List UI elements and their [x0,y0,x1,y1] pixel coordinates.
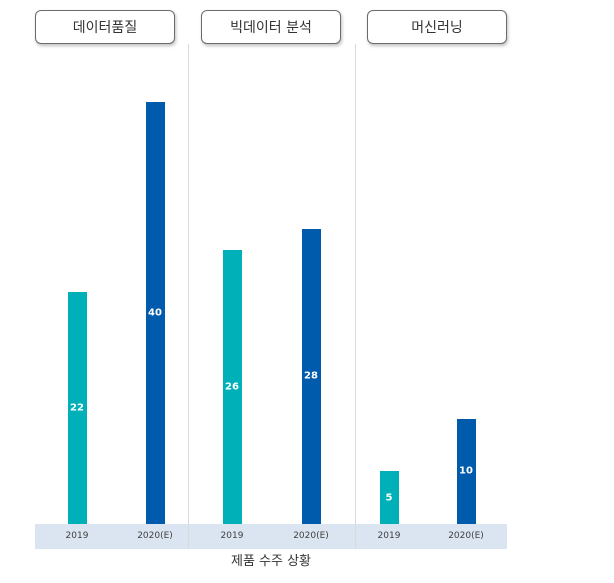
bar-data-quality-2020e [145,102,165,524]
bar-machine-learning-2020e [456,418,476,524]
x-tick-label: 2019 [377,531,401,541]
bar-machine-learning-2019 [379,471,399,524]
bar-value-label: 28 [304,370,318,382]
bar-data-quality-2019 [67,291,87,524]
bar-value-label: 26 [225,381,239,393]
x-tick-label: 2020(E) [448,531,484,541]
x-tick-label: 2019 [220,531,244,541]
x-axis-band [35,524,507,549]
x-tick-label: 2019 [65,531,89,541]
bar-value-label: 40 [148,307,162,319]
bar-value-label: 10 [459,465,473,477]
chart-caption: 제품 수주 상황 [230,554,312,569]
bar-big-data-analysis-2019 [222,249,242,524]
panel-divider [355,44,356,549]
panel-title-big-data-analysis: 빅데이터 분석 [201,10,341,44]
panel-title-machine-learning: 머신러닝 [367,10,507,44]
bar-big-data-analysis-2020e [301,228,321,524]
x-tick-label: 2020(E) [137,531,173,541]
bar-value-label: 5 [385,492,393,504]
bar-value-label: 22 [70,402,84,414]
x-tick-label: 2020(E) [293,531,329,541]
panel-title-data-quality: 데이터품질 [35,10,175,44]
panel-divider [188,44,189,549]
